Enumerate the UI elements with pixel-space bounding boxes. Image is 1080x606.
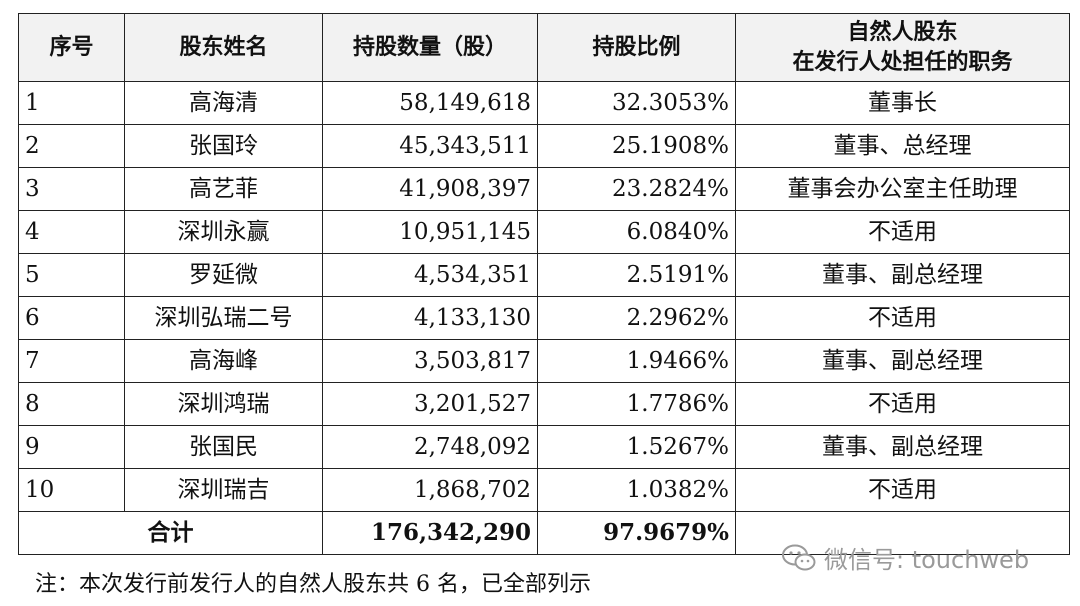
table-header-row: 序号 股东姓名 持股数量（股） 持股比例 自然人股东 在发行人处担任的职务 bbox=[18, 13, 1070, 82]
row-role: 不适用 bbox=[735, 210, 1070, 254]
row-index: 7 bbox=[18, 339, 125, 383]
total-row: 合计 176,342,290 97.9679% bbox=[18, 511, 1070, 555]
header-ratio: 持股比例 bbox=[537, 13, 736, 82]
row-shares: 2,748,092 bbox=[322, 425, 538, 469]
row-name: 深圳瑞吉 bbox=[124, 468, 323, 512]
row-role: 董事、副总经理 bbox=[735, 425, 1070, 469]
row-ratio: 23.2824% bbox=[537, 167, 736, 211]
row-name: 高海峰 bbox=[124, 339, 323, 383]
row-role: 董事、副总经理 bbox=[735, 339, 1070, 383]
row-index: 9 bbox=[18, 425, 125, 469]
header-role: 自然人股东 在发行人处担任的职务 bbox=[735, 13, 1070, 82]
total-label: 合计 bbox=[18, 511, 323, 555]
header-role-line2: 在发行人处担任的职务 bbox=[792, 49, 1013, 75]
total-role-empty bbox=[735, 511, 1070, 555]
row-name: 深圳鸿瑞 bbox=[124, 382, 323, 426]
header-name: 股东姓名 bbox=[124, 13, 323, 82]
row-ratio: 2.5191% bbox=[537, 253, 736, 297]
table-row: 7 高海峰 3,503,817 1.9466% 董事、副总经理 bbox=[18, 339, 1070, 383]
row-role: 不适用 bbox=[735, 296, 1070, 340]
row-name: 张国民 bbox=[124, 425, 323, 469]
row-index: 4 bbox=[18, 210, 125, 254]
row-role: 不适用 bbox=[735, 382, 1070, 426]
row-shares: 4,534,351 bbox=[322, 253, 538, 297]
watermark: 微信号: touchweb bbox=[782, 540, 1029, 575]
row-name: 高艺菲 bbox=[124, 167, 323, 211]
row-name: 罗延微 bbox=[124, 253, 323, 297]
row-name: 深圳弘瑞二号 bbox=[124, 296, 323, 340]
row-index: 5 bbox=[18, 253, 125, 297]
row-ratio: 2.2962% bbox=[537, 296, 736, 340]
row-index: 6 bbox=[18, 296, 125, 340]
header-index: 序号 bbox=[18, 13, 125, 82]
row-index: 8 bbox=[18, 382, 125, 426]
table-row: 1 高海清 58,149,618 32.3053% 董事长 bbox=[18, 81, 1070, 125]
table-row: 2 张国玲 45,343,511 25.1908% 董事、总经理 bbox=[18, 124, 1070, 168]
row-role: 董事、副总经理 bbox=[735, 253, 1070, 297]
wechat-icon bbox=[782, 544, 816, 570]
table-row: 3 高艺菲 41,908,397 23.2824% 董事会办公室主任助理 bbox=[18, 167, 1070, 211]
table-row: 8 深圳鸿瑞 3,201,527 1.7786% 不适用 bbox=[18, 382, 1070, 426]
total-ratio: 97.9679% bbox=[537, 511, 736, 555]
row-index: 10 bbox=[18, 468, 125, 512]
header-role-line1: 自然人股东 bbox=[847, 19, 958, 45]
header-shares: 持股数量（股） bbox=[322, 13, 538, 82]
row-shares: 41,908,397 bbox=[322, 167, 538, 211]
watermark-text: 微信号: touchweb bbox=[824, 546, 1030, 574]
row-ratio: 1.9466% bbox=[537, 339, 736, 383]
row-index: 3 bbox=[18, 167, 125, 211]
row-shares: 58,149,618 bbox=[322, 81, 538, 125]
row-name: 高海清 bbox=[124, 81, 323, 125]
table-row: 6 深圳弘瑞二号 4,133,130 2.2962% 不适用 bbox=[18, 296, 1070, 340]
row-ratio: 32.3053% bbox=[537, 81, 736, 125]
row-index: 1 bbox=[18, 81, 125, 125]
row-ratio: 1.0382% bbox=[537, 468, 736, 512]
table-row: 4 深圳永赢 10,951,145 6.0840% 不适用 bbox=[18, 210, 1070, 254]
row-ratio: 25.1908% bbox=[537, 124, 736, 168]
row-ratio: 1.7786% bbox=[537, 382, 736, 426]
row-shares: 3,503,817 bbox=[322, 339, 538, 383]
table-row: 5 罗延微 4,534,351 2.5191% 董事、副总经理 bbox=[18, 253, 1070, 297]
row-shares: 1,868,702 bbox=[322, 468, 538, 512]
row-ratio: 6.0840% bbox=[537, 210, 736, 254]
row-name: 张国玲 bbox=[124, 124, 323, 168]
table-row: 9 张国民 2,748,092 1.5267% 董事、副总经理 bbox=[18, 425, 1070, 469]
table-row: 10 深圳瑞吉 1,868,702 1.0382% 不适用 bbox=[18, 468, 1070, 512]
row-shares: 4,133,130 bbox=[322, 296, 538, 340]
row-shares: 45,343,511 bbox=[322, 124, 538, 168]
footnote: 注：本次发行前发行人的自然人股东共 6 名，已全部列示 bbox=[35, 572, 591, 597]
row-role: 董事、总经理 bbox=[735, 124, 1070, 168]
row-role: 董事会办公室主任助理 bbox=[735, 167, 1070, 211]
total-shares: 176,342,290 bbox=[322, 511, 538, 555]
row-name: 深圳永赢 bbox=[124, 210, 323, 254]
row-index: 2 bbox=[18, 124, 125, 168]
row-role: 不适用 bbox=[735, 468, 1070, 512]
row-role: 董事长 bbox=[735, 81, 1070, 125]
row-shares: 3,201,527 bbox=[322, 382, 538, 426]
row-ratio: 1.5267% bbox=[537, 425, 736, 469]
row-shares: 10,951,145 bbox=[322, 210, 538, 254]
